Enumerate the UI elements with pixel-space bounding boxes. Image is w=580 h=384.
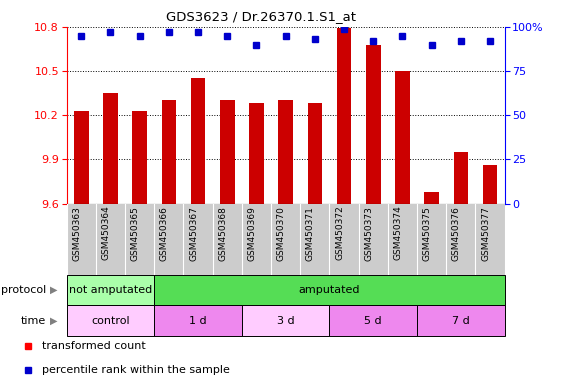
Bar	[242, 305, 329, 336]
Text: GSM450368: GSM450368	[218, 206, 227, 260]
Bar	[191, 78, 205, 204]
Bar	[220, 101, 234, 204]
Text: GSM450370: GSM450370	[277, 206, 286, 260]
Text: GSM450377: GSM450377	[481, 206, 490, 260]
Text: GSM450369: GSM450369	[248, 206, 256, 260]
Text: ▶: ▶	[50, 316, 58, 326]
Bar	[278, 101, 293, 204]
Text: 7 d: 7 d	[452, 316, 470, 326]
Text: GSM450371: GSM450371	[306, 206, 315, 260]
Text: GDS3623 / Dr.26370.1.S1_at: GDS3623 / Dr.26370.1.S1_at	[166, 10, 356, 23]
Bar	[366, 45, 380, 204]
Bar	[425, 192, 439, 204]
Bar	[103, 93, 118, 204]
Bar	[67, 275, 154, 305]
Bar	[132, 111, 147, 204]
Bar	[454, 152, 468, 204]
Bar	[337, 28, 351, 204]
Text: GSM450363: GSM450363	[72, 206, 81, 260]
Bar	[249, 103, 264, 204]
Bar	[483, 165, 497, 204]
Text: GSM450373: GSM450373	[364, 206, 374, 260]
Text: amputated: amputated	[299, 285, 360, 295]
Text: 5 d: 5 d	[364, 316, 382, 326]
Text: time: time	[21, 316, 46, 326]
Bar	[417, 305, 505, 336]
Bar	[329, 305, 417, 336]
Bar	[154, 305, 242, 336]
Text: GSM450365: GSM450365	[130, 206, 140, 260]
Text: GSM450366: GSM450366	[160, 206, 169, 260]
Bar	[395, 71, 409, 204]
Text: 1 d: 1 d	[189, 316, 207, 326]
Text: GSM450364: GSM450364	[102, 206, 110, 260]
Text: protocol: protocol	[1, 285, 46, 295]
Text: GSM450376: GSM450376	[452, 206, 461, 260]
Text: percentile rank within the sample: percentile rank within the sample	[42, 366, 230, 376]
Text: 3 d: 3 d	[277, 316, 295, 326]
Text: ▶: ▶	[50, 285, 58, 295]
Bar	[162, 101, 176, 204]
Bar	[67, 305, 154, 336]
Text: GSM450375: GSM450375	[423, 206, 432, 260]
Text: transformed count: transformed count	[42, 341, 146, 351]
Text: GSM450374: GSM450374	[393, 206, 403, 260]
Text: GSM450367: GSM450367	[189, 206, 198, 260]
Bar	[154, 275, 505, 305]
Bar	[307, 103, 322, 204]
Text: GSM450372: GSM450372	[335, 206, 344, 260]
Bar	[74, 111, 89, 204]
Text: not amputated: not amputated	[69, 285, 152, 295]
Text: control: control	[91, 316, 130, 326]
